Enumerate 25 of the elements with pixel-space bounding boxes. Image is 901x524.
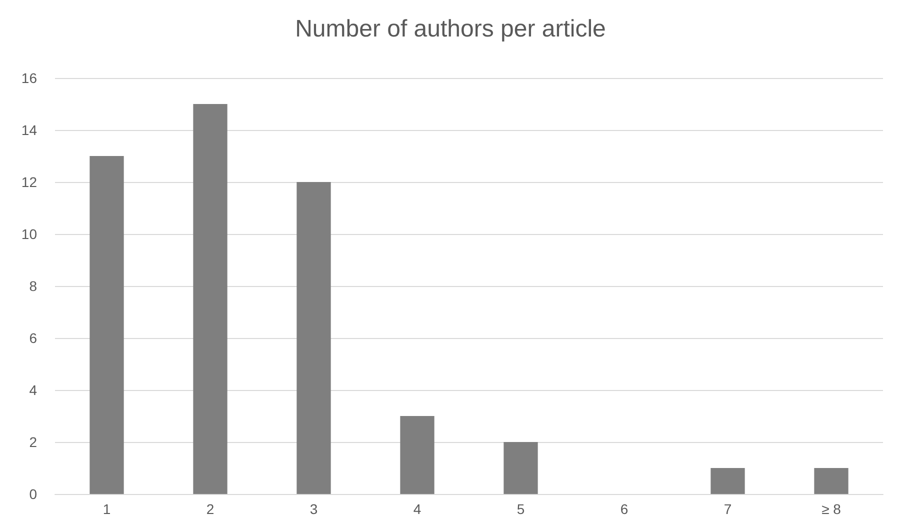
bar (814, 468, 848, 494)
bar (90, 156, 124, 494)
bar (296, 182, 331, 494)
y-tick-label: 12 (21, 174, 38, 190)
bar (710, 468, 745, 494)
y-tick-label: 2 (29, 434, 38, 450)
x-tick-label: 5 (516, 501, 525, 517)
y-tick-label: 8 (29, 278, 38, 294)
y-tick-label: 14 (21, 122, 38, 138)
x-tick-label: ≥ 8 (822, 501, 842, 517)
x-tick-label: 3 (310, 501, 318, 517)
bar (193, 104, 228, 494)
bar (504, 442, 538, 494)
y-tick-label: 10 (21, 226, 38, 242)
x-tick-label: 1 (102, 501, 111, 517)
x-tick-label: 4 (413, 501, 422, 517)
y-tick-label: 4 (29, 382, 38, 398)
x-tick-label: 2 (206, 501, 214, 517)
y-tick-label: 6 (29, 330, 38, 346)
x-tick-label: 7 (724, 501, 732, 517)
bar (400, 416, 434, 494)
x-tick-label: 6 (620, 501, 628, 517)
chart-title: Number of authors per article (295, 16, 606, 42)
y-tick-label: 0 (29, 486, 38, 502)
y-tick-label: 16 (21, 70, 38, 86)
